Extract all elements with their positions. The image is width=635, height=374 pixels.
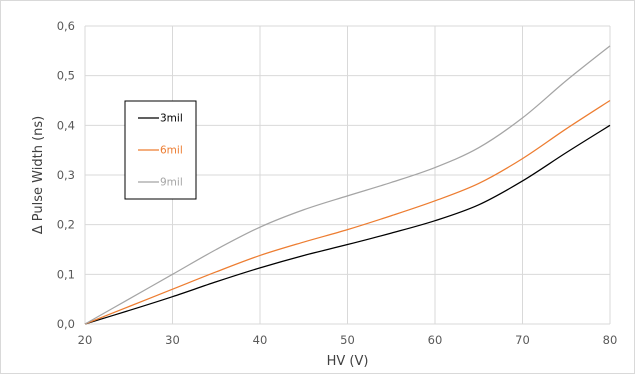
x-tick-label: 30 bbox=[165, 333, 180, 347]
series-line-9mil bbox=[84, 45, 611, 325]
legend-label-3mil: 3mil bbox=[160, 113, 183, 125]
y-tick-label: 0,1 bbox=[57, 267, 75, 281]
x-tick-label: 20 bbox=[78, 333, 93, 347]
x-tick-label: 40 bbox=[253, 333, 268, 347]
x-tick-label: 80 bbox=[603, 333, 618, 347]
x-axis-title: HV (V) bbox=[327, 354, 369, 369]
y-tick-label: 0,2 bbox=[57, 218, 75, 232]
x-tick-label: 70 bbox=[515, 333, 530, 347]
x-tick-label: 60 bbox=[428, 333, 443, 347]
series bbox=[84, 45, 611, 325]
y-tick-label: 0,4 bbox=[57, 118, 75, 132]
y-tick-label: 0,3 bbox=[57, 168, 75, 182]
series-line-6mil bbox=[84, 99, 611, 325]
legend-box bbox=[124, 100, 197, 200]
y-tick-label: 0,5 bbox=[57, 69, 75, 83]
grid bbox=[84, 25, 611, 325]
legend-label-6mil: 6mil bbox=[160, 145, 183, 157]
y-axis-ticks: 0,0 0,1 0,2 0,3 0,4 0,5 0,6 bbox=[57, 19, 75, 331]
x-tick-label: 50 bbox=[340, 333, 355, 347]
y-axis-title: Δ Pulse Width (ns) bbox=[31, 116, 46, 234]
y-tick-label: 0,0 bbox=[57, 317, 75, 331]
x-axis-ticks: 20 30 40 50 60 70 80 bbox=[78, 333, 618, 347]
series-line-3mil bbox=[84, 124, 611, 325]
y-tick-label: 0,6 bbox=[57, 19, 75, 33]
legend-label-9mil: 9mil bbox=[160, 177, 183, 189]
legend: 3mil 6mil 9mil bbox=[124, 100, 197, 200]
